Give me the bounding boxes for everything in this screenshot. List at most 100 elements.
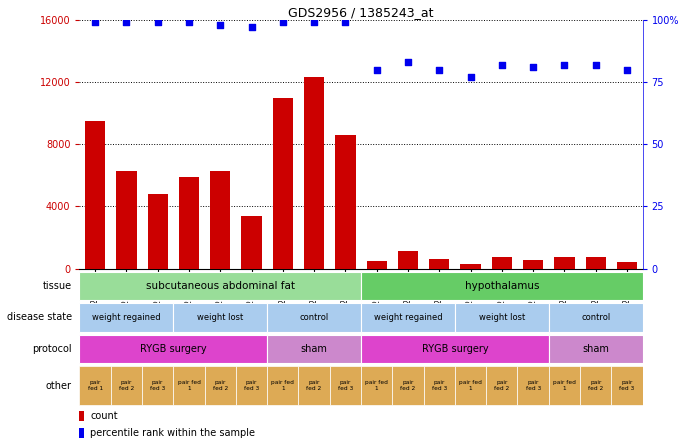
Text: RYGB surgery: RYGB surgery xyxy=(140,344,207,354)
Bar xyxy=(460,264,481,269)
FancyBboxPatch shape xyxy=(267,303,361,332)
Point xyxy=(496,61,507,68)
FancyBboxPatch shape xyxy=(361,335,549,363)
Text: percentile rank within the sample: percentile rank within the sample xyxy=(91,428,255,438)
Text: pair
fed 3: pair fed 3 xyxy=(244,381,259,391)
Text: pair
fed 2: pair fed 2 xyxy=(400,381,415,391)
FancyBboxPatch shape xyxy=(518,366,549,405)
FancyBboxPatch shape xyxy=(236,366,267,405)
Text: subcutaneous abdominal fat: subcutaneous abdominal fat xyxy=(146,281,295,291)
Text: pair
fed 3: pair fed 3 xyxy=(525,381,541,391)
Text: sham: sham xyxy=(583,344,609,354)
Text: pair fed
1: pair fed 1 xyxy=(366,381,388,391)
Point xyxy=(340,19,351,26)
FancyBboxPatch shape xyxy=(299,366,330,405)
Text: control: control xyxy=(581,313,610,322)
Text: pair
fed 3: pair fed 3 xyxy=(150,381,165,391)
Point xyxy=(621,66,632,73)
FancyBboxPatch shape xyxy=(361,272,643,300)
Bar xyxy=(179,177,199,269)
FancyBboxPatch shape xyxy=(79,272,361,300)
FancyBboxPatch shape xyxy=(580,366,612,405)
Text: pair
fed 3: pair fed 3 xyxy=(619,381,634,391)
Text: weight lost: weight lost xyxy=(197,313,243,322)
Text: pair fed
1: pair fed 1 xyxy=(178,381,200,391)
FancyBboxPatch shape xyxy=(173,366,205,405)
FancyBboxPatch shape xyxy=(486,366,518,405)
Point xyxy=(402,59,413,66)
Text: disease state: disease state xyxy=(6,313,72,322)
Text: weight regained: weight regained xyxy=(374,313,442,322)
Bar xyxy=(554,258,575,269)
Text: pair
fed 3: pair fed 3 xyxy=(432,381,447,391)
FancyBboxPatch shape xyxy=(424,366,455,405)
FancyBboxPatch shape xyxy=(455,366,486,405)
Bar xyxy=(429,259,449,269)
Text: pair
fed 2: pair fed 2 xyxy=(494,381,509,391)
FancyBboxPatch shape xyxy=(173,303,267,332)
Bar xyxy=(241,216,262,269)
FancyBboxPatch shape xyxy=(79,335,267,363)
FancyBboxPatch shape xyxy=(79,303,173,332)
Bar xyxy=(335,135,356,269)
Text: count: count xyxy=(91,411,118,421)
Text: pair
fed 2: pair fed 2 xyxy=(213,381,228,391)
FancyBboxPatch shape xyxy=(549,303,643,332)
Point xyxy=(215,21,226,28)
Bar xyxy=(210,171,230,269)
Bar xyxy=(304,78,324,269)
FancyBboxPatch shape xyxy=(455,303,549,332)
FancyBboxPatch shape xyxy=(612,366,643,405)
Text: pair
fed 2: pair fed 2 xyxy=(307,381,322,391)
Bar xyxy=(147,194,168,269)
Title: GDS2956 / 1385243_at: GDS2956 / 1385243_at xyxy=(288,6,434,19)
FancyBboxPatch shape xyxy=(361,303,455,332)
FancyBboxPatch shape xyxy=(205,366,236,405)
FancyBboxPatch shape xyxy=(549,366,580,405)
Bar xyxy=(116,171,137,269)
Point xyxy=(559,61,570,68)
Text: weight regained: weight regained xyxy=(92,313,161,322)
FancyBboxPatch shape xyxy=(361,366,392,405)
Point xyxy=(246,24,257,31)
Point xyxy=(90,19,101,26)
Text: sham: sham xyxy=(301,344,328,354)
Text: pair
fed 2: pair fed 2 xyxy=(119,381,134,391)
FancyBboxPatch shape xyxy=(111,366,142,405)
Text: pair fed
1: pair fed 1 xyxy=(272,381,294,391)
Text: tissue: tissue xyxy=(43,281,72,291)
Bar xyxy=(523,260,543,269)
FancyBboxPatch shape xyxy=(267,366,299,405)
Point xyxy=(371,66,382,73)
Point xyxy=(309,19,320,26)
Point xyxy=(183,19,194,26)
Bar xyxy=(366,261,387,269)
FancyBboxPatch shape xyxy=(392,366,424,405)
Bar xyxy=(273,98,293,269)
Text: other: other xyxy=(46,381,72,391)
Bar xyxy=(79,428,84,438)
Text: RYGB surgery: RYGB surgery xyxy=(422,344,489,354)
FancyBboxPatch shape xyxy=(549,335,643,363)
Bar xyxy=(492,258,512,269)
Bar xyxy=(398,251,418,269)
Bar xyxy=(585,258,606,269)
Bar xyxy=(85,121,105,269)
FancyBboxPatch shape xyxy=(267,335,361,363)
FancyBboxPatch shape xyxy=(79,366,111,405)
Point xyxy=(590,61,601,68)
Point xyxy=(277,19,288,26)
Point xyxy=(465,74,476,81)
Point xyxy=(528,63,539,71)
Text: pair
fed 1: pair fed 1 xyxy=(88,381,103,391)
Point xyxy=(152,19,163,26)
Text: protocol: protocol xyxy=(32,344,72,354)
Bar xyxy=(617,262,637,269)
Text: pair fed
1: pair fed 1 xyxy=(459,381,482,391)
Text: weight lost: weight lost xyxy=(479,313,525,322)
Point xyxy=(434,66,445,73)
Text: pair
fed 2: pair fed 2 xyxy=(588,381,603,391)
Text: control: control xyxy=(299,313,329,322)
FancyBboxPatch shape xyxy=(142,366,173,405)
Point xyxy=(121,19,132,26)
